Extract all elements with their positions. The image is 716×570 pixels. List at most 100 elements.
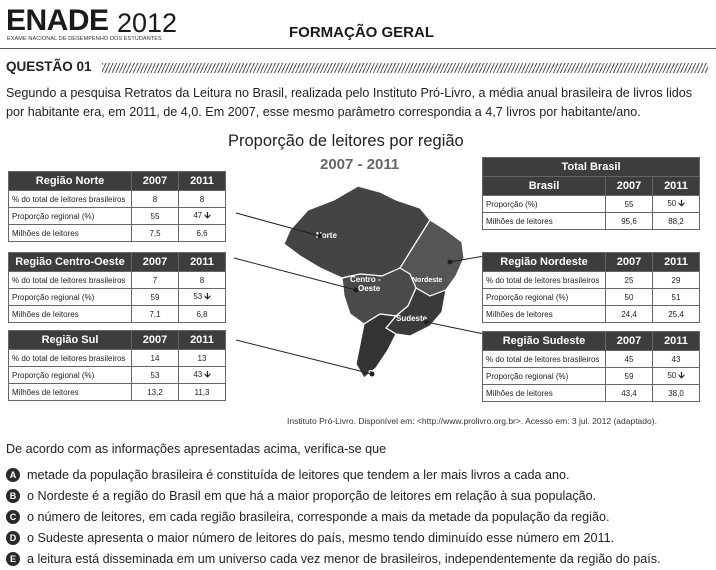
option-text: o Sudeste apresenta o maior número de le…: [27, 531, 615, 545]
cell-value: 43: [193, 370, 203, 379]
cell-2011: 50 🡫: [652, 195, 700, 213]
section-title: FORMAÇÃO GERAL: [289, 24, 434, 41]
enade-year: 2012: [117, 8, 178, 38]
table-regiao-norte: Região Norte 2007 2011 % do total de leito…: [8, 171, 226, 242]
row-label: Milhões de leitores: [482, 384, 606, 402]
cell-2011: 13: [178, 349, 226, 367]
table-row: Proporção regional (%) 59 53 🡫: [8, 288, 226, 306]
row-label: % do total de leitores brasileiros: [482, 271, 606, 289]
down-arrow-icon: 🡫: [678, 198, 685, 208]
cell-2007: 59: [605, 367, 653, 385]
table-row: Milhões de leitores 7,1 6,8: [8, 305, 226, 323]
figure-title: Proporção de leitores por região: [228, 132, 464, 150]
option-letter-icon: A: [6, 468, 20, 482]
cell-2007: 50: [605, 288, 653, 306]
row-label: % do total de leitores brasileiros: [8, 349, 132, 367]
map-label-centro-oeste-2: Oeste: [358, 284, 381, 293]
table-title: Região Norte: [8, 171, 132, 191]
cell-2007: 8: [131, 190, 179, 208]
cell-2011: 8: [178, 271, 226, 289]
cell-2011: 38,0: [652, 384, 700, 402]
question-title: QUESTÃO 01: [6, 59, 92, 74]
row-label: Milhões de leitores: [482, 305, 606, 323]
question-stem: De acordo com as informações apresentada…: [6, 442, 387, 456]
row-label: % do total de leitores brasileiros: [482, 350, 606, 368]
cell-2007: 7,5: [131, 224, 179, 242]
option-e[interactable]: E a leitura está disseminada em um unive…: [6, 552, 661, 566]
table-super-title: Total Brasil: [482, 157, 700, 177]
cell-2007: 43,4: [605, 384, 653, 402]
table-title: Região Nordeste: [482, 252, 606, 272]
enade-logo: ENADE: [6, 4, 109, 37]
map-label-sudeste: Sudeste: [396, 314, 428, 323]
cell-2011: 43: [652, 350, 700, 368]
year-header: 2011: [652, 331, 700, 351]
cell-2007: 25: [605, 271, 653, 289]
cell-value: 50: [667, 371, 677, 380]
table-row: Proporção (%) 55 50 🡫: [482, 195, 700, 213]
option-letter-icon: D: [6, 531, 20, 545]
year-header: 2007: [605, 252, 653, 272]
table-title: Brasil: [482, 176, 606, 196]
row-label: % do total de leitores brasileiros: [8, 190, 132, 208]
table-row: % do total de leitores brasileiros 14 13: [8, 349, 226, 367]
map-label-nordeste: Nordeste: [412, 277, 442, 284]
cell-value: 47: [193, 211, 203, 220]
option-c[interactable]: C o número de leitores, em cada região b…: [6, 510, 609, 524]
cell-2007: 45: [605, 350, 653, 368]
option-b[interactable]: B o Nordeste é a região do Brasil em que…: [6, 489, 596, 503]
table-title: Região Sul: [8, 330, 132, 350]
option-d[interactable]: D o Sudeste apresenta o maior número de …: [6, 531, 614, 545]
table-row: % do total de leitores brasileiros 8 8: [8, 190, 226, 208]
option-letter-icon: E: [6, 552, 20, 566]
row-label: Proporção regional (%): [482, 288, 606, 306]
down-arrow-icon: 🡫: [678, 370, 685, 380]
row-label: Milhões de leitores: [8, 224, 132, 242]
down-arrow-icon: 🡫: [204, 369, 211, 379]
year-header: 2011: [178, 171, 226, 191]
question-title-hatch: [102, 63, 708, 73]
brazil-map: Norte Centro - Oeste Nordeste Sudeste Su…: [283, 185, 465, 379]
option-a[interactable]: A metade da população brasileira é const…: [6, 468, 570, 482]
table-regiao-sul: Região Sul 2007 2011 % do total de leitore…: [8, 330, 226, 401]
table-row: Milhões de leitores 13,2 11,3: [8, 383, 226, 401]
cell-2011: 6,8: [178, 305, 226, 323]
table-row: % do total de leitores brasileiros 45 43: [482, 350, 700, 368]
table-row: Milhões de leitores 7,5 6,6: [8, 224, 226, 242]
figure-period: 2007 - 2011: [320, 156, 400, 173]
cell-2011: 29: [652, 271, 700, 289]
row-label: Proporção regional (%): [8, 366, 132, 384]
cell-2011: 6,6: [178, 224, 226, 242]
cell-2007: 95,6: [605, 212, 653, 230]
map-label-centro-oeste-1: Centro -: [350, 275, 381, 284]
cell-2007: 13,2: [131, 383, 179, 401]
cell-2007: 55: [131, 207, 179, 225]
cell-value: 50: [667, 199, 677, 208]
cell-2007: 7,1: [131, 305, 179, 323]
year-header: 2007: [131, 171, 179, 191]
table-row: Milhões de leitores 43,4 38,0: [482, 384, 700, 402]
header-divider: [0, 48, 716, 49]
cell-2007: 24,4: [605, 305, 653, 323]
row-label: Proporção regional (%): [482, 367, 606, 385]
cell-2007: 55: [605, 195, 653, 213]
table-row: % do total de leitores brasileiros 25 29: [482, 271, 700, 289]
table-row: Proporção regional (%) 59 50 🡫: [482, 367, 700, 385]
row-label: % do total de leitores brasileiros: [8, 271, 132, 289]
question-intro: Segundo a pesquisa Retratos da Leitura n…: [6, 86, 693, 119]
row-label: Milhões de leitores: [8, 383, 132, 401]
year-header: 2007: [131, 252, 179, 272]
option-text: metade da população brasileira é constit…: [27, 468, 570, 482]
year-header: 2007: [605, 176, 653, 196]
logo-subtitle: EXAME NACIONAL DE DESEMPENHO DOS ESTUDAN…: [7, 36, 162, 42]
table-regiao-nordeste: Região Nordeste 2007 2011 % do total de le…: [482, 252, 700, 323]
down-arrow-icon: 🡫: [204, 210, 211, 220]
option-text: o número de leitores, em cada região bra…: [27, 510, 610, 524]
year-header: 2011: [178, 330, 226, 350]
row-label: Proporção (%): [482, 195, 606, 213]
table-row: Milhões de leitores 24,4 25,4: [482, 305, 700, 323]
cell-2011: 25,4: [652, 305, 700, 323]
cell-2011: 88,2: [652, 212, 700, 230]
table-regiao-sudeste: Região Sudeste 2007 2011 % do total de lei…: [482, 331, 700, 402]
cell-value: 53: [193, 292, 203, 301]
